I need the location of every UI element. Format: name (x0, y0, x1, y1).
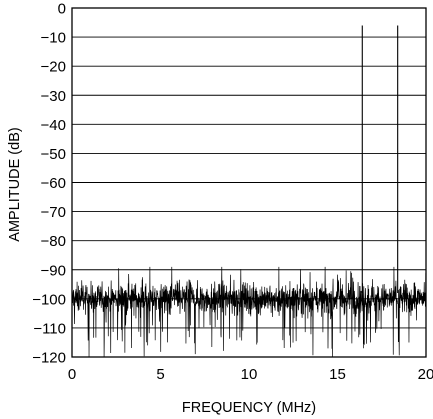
y-tick-label: −70 (41, 204, 66, 221)
y-tick-label: −10 (41, 30, 66, 47)
tone-series (361, 25, 399, 294)
y-tick-label: −120 (32, 350, 66, 367)
y-tick-label: −30 (41, 88, 66, 105)
y-tick-label: −100 (32, 291, 66, 308)
noise-floor-trace (71, 266, 427, 358)
y-tick-labels: 0 −10 −20 −30 −40 −50 −60 −70 −80 −90 −100 −110 −120 (32, 1, 66, 367)
x-tick-label: 0 (68, 366, 76, 383)
y-axis-title: AMPLITUDE (dB) (7, 127, 23, 241)
x-tick-label: 15 (329, 366, 346, 383)
y-tick-label: −50 (41, 146, 66, 163)
noise-floor-series (71, 266, 427, 358)
y-tick-label: −60 (41, 175, 66, 192)
x-axis-title: FREQUENCY (MHz) (182, 400, 316, 416)
y-tick-label: −20 (41, 59, 66, 76)
x-tick-label: 5 (156, 366, 164, 383)
y-tick-label: −110 (33, 320, 66, 337)
y-tick-label: −80 (41, 233, 66, 250)
x-tick-label: 20 (418, 366, 433, 383)
y-tick-label: 0 (58, 1, 66, 18)
y-tick-label: −90 (41, 262, 66, 279)
x-tick-labels: 0 5 10 15 20 (68, 366, 433, 383)
x-tick-label: 10 (241, 366, 258, 383)
y-tick-label: −40 (41, 117, 66, 134)
gridlines (72, 36, 426, 329)
plot-frame (71, 7, 427, 358)
